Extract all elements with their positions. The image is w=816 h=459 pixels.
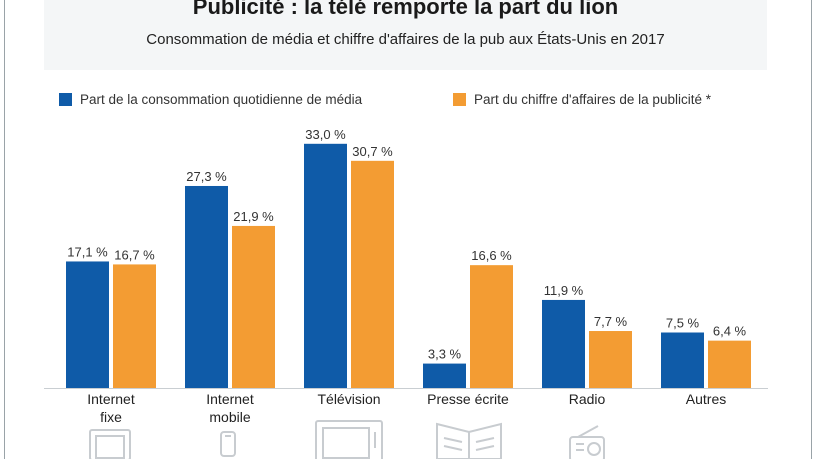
category-label: Internet [87, 391, 135, 407]
frame-border-right [811, 0, 812, 459]
frame-border-left [4, 0, 5, 459]
data-label: 6,4 % [713, 324, 747, 339]
category-label: fixe [100, 409, 122, 425]
category-label: Autres [686, 391, 726, 407]
data-label: 33,0 % [305, 127, 346, 142]
category-label: Presse écrite [427, 391, 509, 407]
bar-consumption [304, 143, 347, 388]
data-label: 7,7 % [594, 314, 628, 329]
bar-ad-revenue [470, 265, 513, 388]
newspaper-icon [436, 422, 502, 459]
bar-consumption [661, 332, 704, 388]
category-label: mobile [209, 409, 250, 425]
bar-consumption [185, 185, 228, 388]
chart-header: Publicité : la télé remporte la part du … [44, 0, 767, 70]
data-label: 30,7 % [352, 144, 393, 159]
data-label: 16,6 % [471, 248, 512, 263]
data-label: 7,5 % [666, 316, 700, 331]
legend-label-ad-revenue: Part du chiffre d'affaires de la publici… [474, 92, 711, 107]
bar-ad-revenue [589, 331, 632, 388]
data-label: 11,9 % [544, 283, 584, 298]
category-label: Radio [569, 391, 606, 407]
chart-title: Publicité : la télé remporte la part du … [192, 0, 619, 19]
data-label: 16,7 % [114, 247, 155, 262]
bar-consumption [423, 363, 466, 388]
chart-subtitle: Consommation de média et chiffre d'affai… [146, 31, 665, 48]
legend-swatch-ad-revenue [453, 93, 466, 106]
bar-consumption [66, 261, 109, 388]
legend-item-consumption: Part de la consommation quotidienne de m… [59, 92, 362, 107]
radio-icon [569, 425, 605, 459]
category-label: Internet [206, 391, 254, 407]
legend-label-consumption: Part de la consommation quotidienne de m… [80, 92, 363, 107]
chart-legend: Part de la consommation quotidienne de m… [59, 92, 769, 112]
bar-ad-revenue [708, 340, 751, 388]
television-icon [315, 420, 383, 459]
bar-consumption [542, 299, 585, 388]
legend-item-ad-revenue: Part du chiffre d'affaires de la publici… [453, 92, 711, 107]
desktop-monitor-icon [89, 429, 131, 459]
data-label: 3,3 % [428, 347, 462, 362]
smartphone-icon [220, 431, 236, 457]
legend-swatch-consumption [59, 93, 72, 106]
data-label: 27,3 % [186, 169, 227, 184]
bar-ad-revenue [232, 225, 275, 388]
data-label: 17,1 % [67, 244, 108, 259]
bar-ad-revenue [113, 264, 156, 388]
data-label: 21,9 % [233, 209, 274, 224]
category-label: Télévision [317, 391, 380, 407]
bar-ad-revenue [351, 160, 394, 388]
